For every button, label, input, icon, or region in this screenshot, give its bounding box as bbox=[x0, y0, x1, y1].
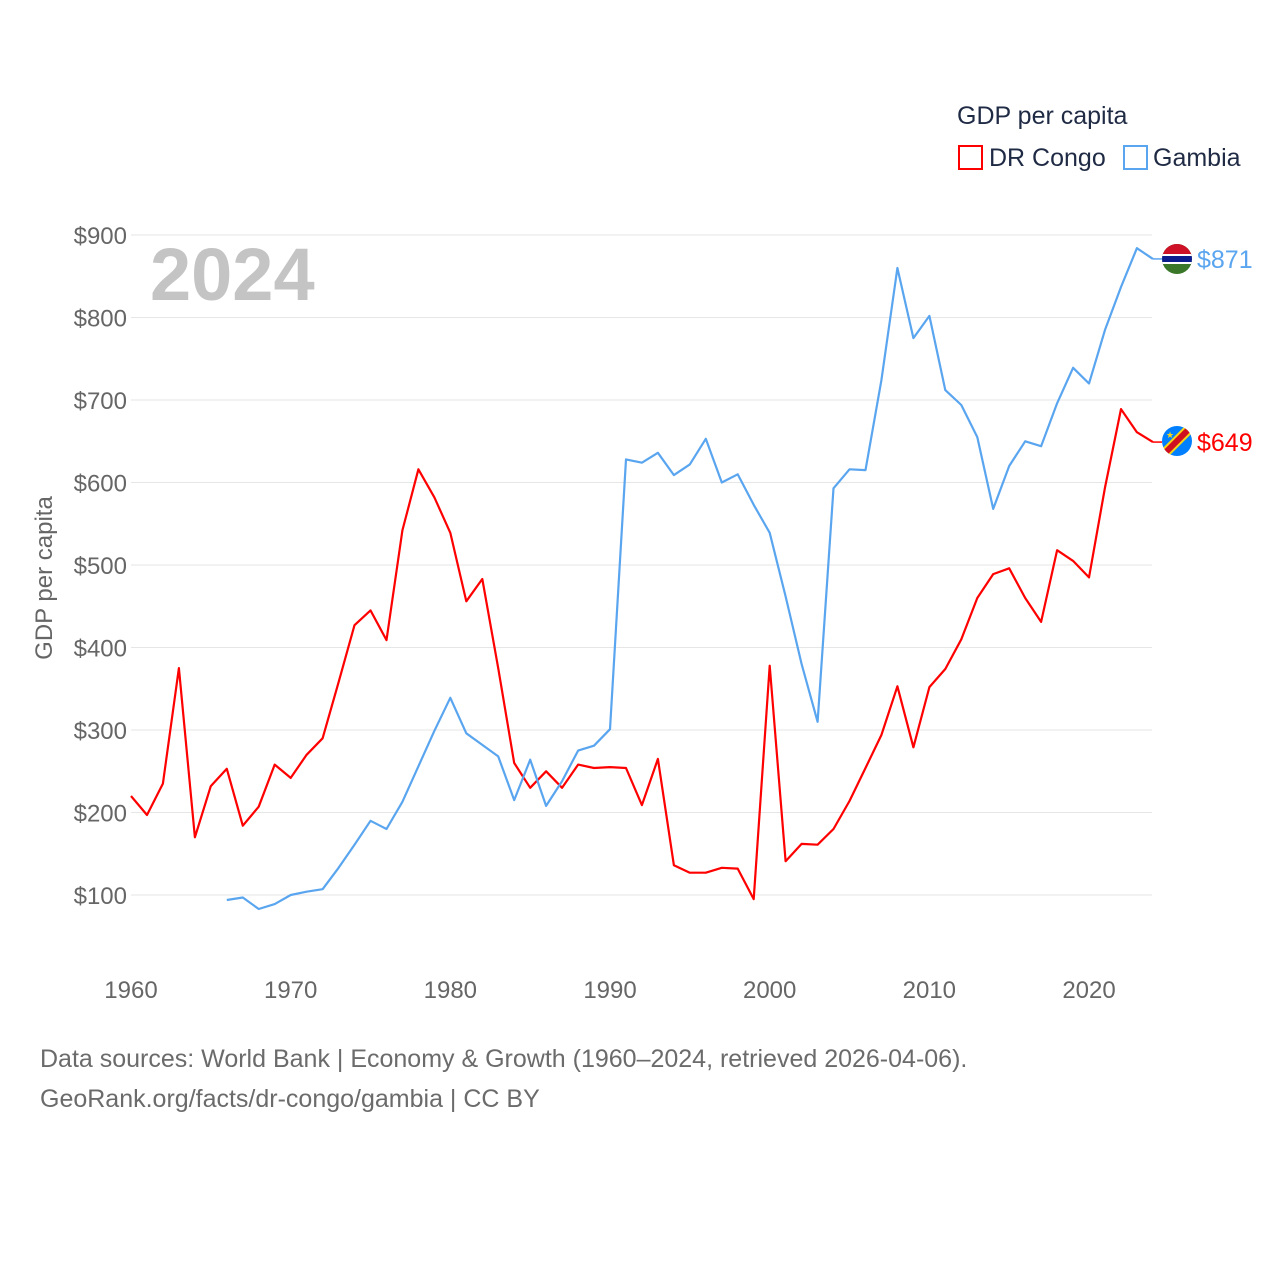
x-tick-label: 1980 bbox=[424, 977, 477, 1004]
gambia-flag-icon bbox=[1162, 244, 1192, 274]
legend-item-gambia[interactable]: Gambia bbox=[1123, 144, 1241, 172]
y-tick-label: $200 bbox=[74, 801, 127, 828]
end-value-label: $871 bbox=[1197, 246, 1253, 274]
series-line-dr-congo[interactable] bbox=[130, 408, 1154, 901]
legend-item-dr-congo[interactable]: DR Congo bbox=[958, 144, 1106, 172]
svg-text:★: ★ bbox=[1166, 430, 1174, 440]
y-axis-label: GDP per capita bbox=[31, 496, 58, 660]
year-watermark: 2024 bbox=[150, 233, 315, 316]
legend-swatch-dr-congo bbox=[958, 145, 983, 170]
legend-swatch-gambia bbox=[1123, 145, 1148, 170]
x-tick-label: 1960 bbox=[104, 977, 157, 1004]
y-tick-label: $600 bbox=[74, 471, 127, 498]
series-line-gambia[interactable] bbox=[226, 247, 1154, 911]
y-tick-label: $700 bbox=[74, 388, 127, 415]
legend-label-gambia: Gambia bbox=[1153, 144, 1241, 172]
legend-label-dr-congo: DR Congo bbox=[989, 144, 1106, 172]
x-tick-label: 2010 bbox=[903, 977, 956, 1004]
legend-title: GDP per capita bbox=[957, 102, 1128, 130]
x-tick-label: 1970 bbox=[264, 977, 317, 1004]
y-tick-label: $500 bbox=[74, 553, 127, 580]
y-tick-label: $800 bbox=[74, 306, 127, 333]
footer-attribution[interactable]: GeoRank.org/facts/dr-congo/gambia | CC B… bbox=[40, 1085, 540, 1113]
y-tick-label: $900 bbox=[74, 223, 127, 250]
dr-congo-flag-icon: ★ bbox=[1162, 426, 1192, 456]
y-tick-label: $100 bbox=[74, 883, 127, 910]
y-tick-label: $400 bbox=[74, 636, 127, 663]
x-tick-label: 1990 bbox=[583, 977, 636, 1004]
y-tick-label: $300 bbox=[74, 718, 127, 745]
x-tick-label: 2020 bbox=[1062, 977, 1115, 1004]
line-chart: 2024 GDP per capita $100 $200 $300 $400 $500… bbox=[31, 102, 1253, 1004]
end-value-label: $649 bbox=[1197, 429, 1253, 457]
x-tick-label: 2000 bbox=[743, 977, 796, 1004]
footer-sources: Data sources: World Bank | Economy & Gro… bbox=[40, 1045, 968, 1073]
